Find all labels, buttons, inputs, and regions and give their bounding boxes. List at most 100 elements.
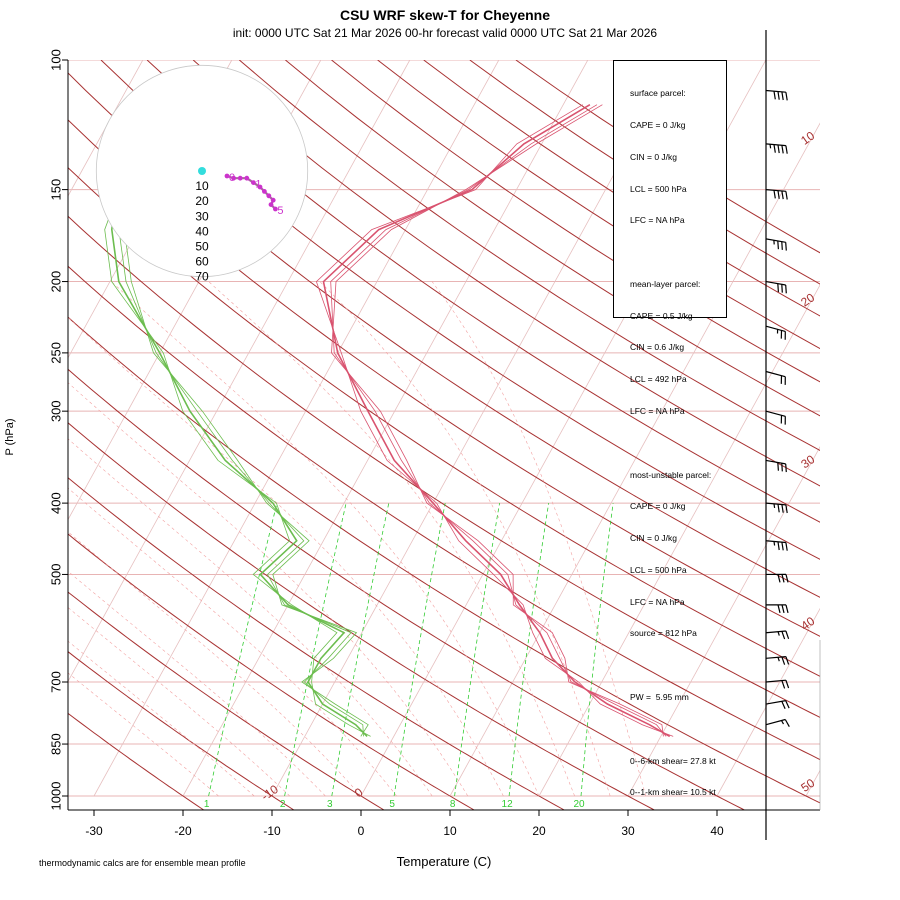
shear-0-6km: 0--6-km shear= 27.8 kt bbox=[630, 755, 716, 766]
hodograph-ring-label: 50 bbox=[195, 240, 209, 254]
x-axis-label: Temperature (C) bbox=[397, 854, 492, 869]
hodograph-point bbox=[224, 173, 230, 179]
x-tick-label: 40 bbox=[710, 824, 724, 838]
wind-barb bbox=[765, 459, 787, 473]
mixing-ratio-label: 12 bbox=[502, 799, 514, 810]
isotherm-label: 20 bbox=[798, 290, 817, 309]
mu-parcel-header: most-unstable parcel: bbox=[630, 469, 712, 480]
wind-barb-flag bbox=[773, 190, 776, 199]
dry-adiabat bbox=[285, 60, 820, 417]
precipitable-water: PW = 5.95 mm bbox=[630, 692, 689, 703]
wind-barb bbox=[765, 573, 789, 583]
shear-0-1km: 0--1-km shear= 10.5 kt bbox=[630, 787, 716, 798]
hodograph-ring-label: 10 bbox=[195, 179, 209, 193]
wind-barb-flag bbox=[785, 542, 788, 551]
footnote: thermodynamic calcs are for ensemble mea… bbox=[39, 858, 246, 868]
hodograph-point bbox=[251, 180, 256, 186]
y-tick-label: 100 bbox=[49, 49, 64, 71]
wind-barb-flag bbox=[777, 504, 780, 513]
isotherm-line bbox=[895, 60, 900, 796]
wind-barb-flag bbox=[781, 504, 784, 513]
hodograph-ring-label: 60 bbox=[195, 255, 209, 269]
wind-barb-shaft bbox=[765, 89, 786, 93]
wind-barb-flag bbox=[785, 92, 788, 101]
wind-barb-flag bbox=[785, 680, 790, 689]
wind-barb-flag bbox=[781, 542, 784, 551]
isotherm-line bbox=[182, 60, 589, 797]
meanlayer-parcel-header: mean-layer parcel: bbox=[630, 278, 701, 289]
surface-lcl: LCL = 500 hPa bbox=[630, 183, 687, 194]
wind-barb-flag bbox=[785, 504, 788, 514]
dry-adiabat bbox=[146, 60, 820, 523]
wind-barb-flag bbox=[785, 242, 787, 251]
wind-barb-flag bbox=[785, 191, 788, 200]
wind-barb-flag bbox=[785, 656, 790, 665]
wind-barb-half-flag bbox=[777, 631, 780, 636]
hodograph-point bbox=[270, 197, 276, 203]
mixing-ratio-lines bbox=[208, 503, 614, 797]
isotherm-line bbox=[627, 446, 820, 797]
x-tick-label: 0 bbox=[358, 824, 365, 838]
dry-adiabat bbox=[238, 60, 820, 452]
moist-adiabat bbox=[68, 317, 504, 797]
isotherm-line bbox=[68, 60, 144, 197]
wind-barb-flag bbox=[784, 719, 790, 727]
dry-adiabat bbox=[100, 60, 820, 560]
wind-barb-flag bbox=[781, 604, 785, 614]
mu-lfc: LFC = NA hPa bbox=[630, 596, 685, 607]
wind-barb-flag bbox=[773, 91, 776, 100]
wind-barb-shaft bbox=[765, 370, 786, 378]
x-tick-label: -30 bbox=[85, 824, 103, 838]
temperature-trace bbox=[322, 104, 671, 738]
mixing-ratio-line bbox=[284, 503, 347, 797]
wind-barb-shaft bbox=[765, 630, 786, 634]
wind-barb-half-flag bbox=[780, 720, 785, 725]
wind-barb bbox=[765, 410, 786, 425]
wind-barb-half-flag bbox=[777, 657, 780, 662]
wind-barb-shaft bbox=[765, 459, 786, 465]
wind-barb-flag bbox=[777, 240, 779, 250]
isotherm-line bbox=[449, 122, 820, 797]
moist-adiabat bbox=[68, 672, 219, 797]
wind-barb-flag bbox=[777, 91, 780, 100]
wind-barb bbox=[765, 238, 787, 251]
wind-barb bbox=[765, 370, 786, 385]
mixing-ratio-line bbox=[393, 503, 446, 797]
moist-adiabat bbox=[208, 281, 575, 797]
dry-adiabat bbox=[68, 477, 566, 810]
hodograph-ring-label: 20 bbox=[195, 194, 209, 208]
isotherm-line bbox=[716, 607, 820, 797]
isotherm-label: 40 bbox=[798, 614, 817, 633]
x-tick-label: 10 bbox=[443, 824, 457, 838]
isotherm-line bbox=[93, 60, 500, 797]
wind-barb-shaft bbox=[765, 280, 786, 286]
y-tick-label: 250 bbox=[48, 342, 63, 364]
dry-adiabat bbox=[68, 316, 820, 804]
isotherm-line bbox=[68, 60, 411, 683]
y-tick-label: 850 bbox=[48, 733, 63, 755]
wind-barb-flag bbox=[777, 144, 780, 154]
dry-adiabat bbox=[68, 72, 820, 598]
y-tick-label: 1000 bbox=[49, 782, 64, 811]
wind-barb bbox=[765, 700, 790, 710]
surface-parcel-header: surface parcel: bbox=[630, 88, 686, 99]
moist-adiabat bbox=[319, 281, 611, 797]
y-axis-label: P (hPa) bbox=[4, 418, 16, 455]
surface-lfc: LFC = NA hPa bbox=[630, 215, 685, 226]
hodograph-point bbox=[231, 175, 237, 181]
wind-barb bbox=[765, 502, 788, 514]
mixing-ratio-label: 1 bbox=[204, 799, 210, 810]
dry-adiabat bbox=[192, 60, 820, 487]
wind-barb-flag bbox=[785, 630, 790, 639]
wind-barb-flag bbox=[785, 574, 789, 583]
wind-barb-half-flag bbox=[769, 144, 772, 149]
wind-barb bbox=[765, 679, 790, 689]
surface-cape: CAPE = 0 J/kg bbox=[630, 119, 686, 130]
dry-adiabat bbox=[68, 533, 476, 810]
wind-barb-flag bbox=[781, 701, 786, 710]
wind-barb bbox=[765, 189, 788, 200]
mixing-ratio-label: 3 bbox=[327, 799, 333, 810]
isotherm-label: 30 bbox=[798, 452, 817, 471]
axes: 1 2 3 5 8 12 20-10 0102030405010015020025030040… bbox=[48, 49, 821, 838]
